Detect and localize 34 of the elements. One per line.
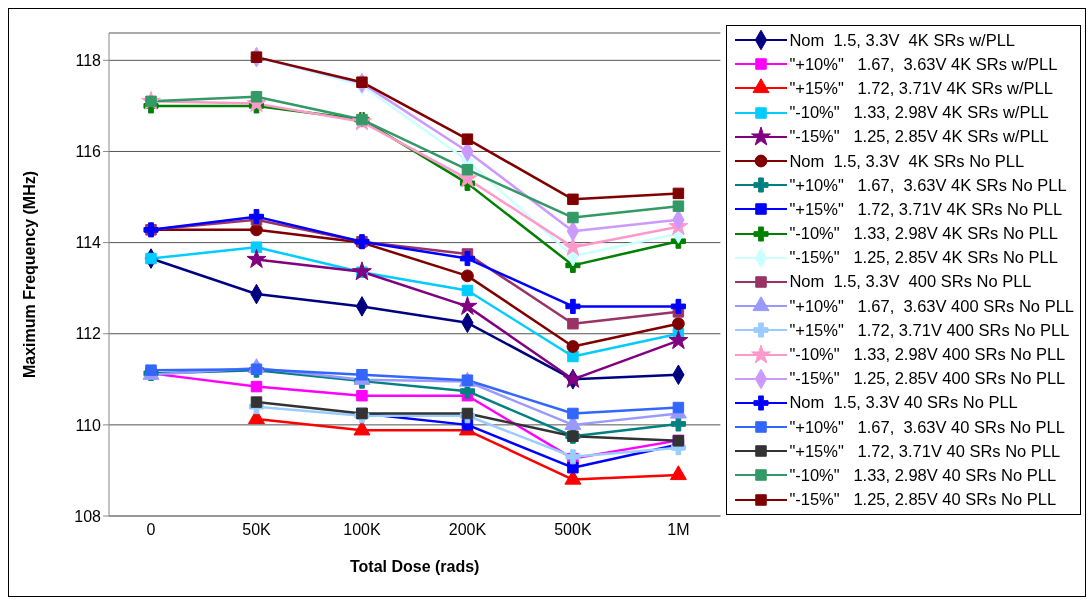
legend-label: "+15%" 1.72, 3.71V 4K SRs No PLL <box>789 199 1063 219</box>
y-tick-label: 114 <box>75 234 102 252</box>
legend-label: "-10%" 1.33, 2.98V 400 SRs No PLL <box>789 345 1066 365</box>
y-tick-label: 112 <box>75 325 102 343</box>
x-tick-label: 50K <box>242 521 272 539</box>
y-tick-label: 116 <box>75 143 102 161</box>
legend-label: "-10%" 1.33, 2.98V 4K SRs w/PLL <box>789 103 1049 123</box>
legend-label: "-15%" 1.25, 2.85V 4K SRs No PLL <box>789 248 1058 268</box>
legend-label: Nom 1.5, 3.3V 4K SRs No PLL <box>789 151 1025 171</box>
y-axis-title: Maximum Frequency (MHz) <box>20 170 38 379</box>
x-tick-label: 500K <box>554 521 592 539</box>
legend-label: "-10%" 1.33, 2.98V 4K SRs No PLL <box>789 224 1058 244</box>
x-tick-label: 100K <box>343 521 381 539</box>
legend-label: "+15%" 1.72, 3.71V 400 SRs No PLL <box>789 320 1070 340</box>
x-axis-title: Total Dose (rads) <box>349 558 480 575</box>
legend-label: "+15%" 1.72, 3.71V 40 SRs No PLL <box>789 441 1061 461</box>
y-tick-label: 110 <box>75 416 102 434</box>
legend-label: "-15%" 1.25, 2.85V 4K SRs w/PLL <box>789 127 1049 147</box>
y-tick-label: 108 <box>74 507 102 525</box>
legend-label: "-15%" 1.25, 2.85V 40 SRs No PLL <box>789 490 1057 510</box>
legend-label: Nom 1.5, 3.3V 4K SRs w/PLL <box>789 30 1015 50</box>
x-tick-label: 0 <box>146 521 156 539</box>
legend-label: "+10%" 1.67, 3.63V 40 SRs No PLL <box>789 417 1065 437</box>
legend-label: "-15%" 1.25, 2.85V 400 SRs No PLL <box>789 369 1066 389</box>
legend-label: "+10%" 1.67, 3.63V 4K SRs w/PLL <box>789 54 1058 74</box>
legend-label: "-10%" 1.33, 2.98V 40 SRs No PLL <box>789 465 1057 485</box>
legend-label: "+15%" 1.72, 3.71V 4K SRs w/PLL <box>789 78 1053 98</box>
legend-label: "+10%" 1.67, 3.63V 400 SRs No PLL <box>789 296 1074 316</box>
legend-label: "+10%" 1.67, 3.63V 4K SRs No PLL <box>789 175 1067 195</box>
x-tick-label: 1M <box>667 521 690 539</box>
y-tick-label: 118 <box>75 52 102 70</box>
legend-label: Nom 1.5, 3.3V 400 SRs No PLL <box>789 272 1032 292</box>
x-tick-label: 200K <box>448 521 487 539</box>
legend-label: Nom 1.5, 3.3V 40 SRs No PLL <box>789 393 1018 413</box>
